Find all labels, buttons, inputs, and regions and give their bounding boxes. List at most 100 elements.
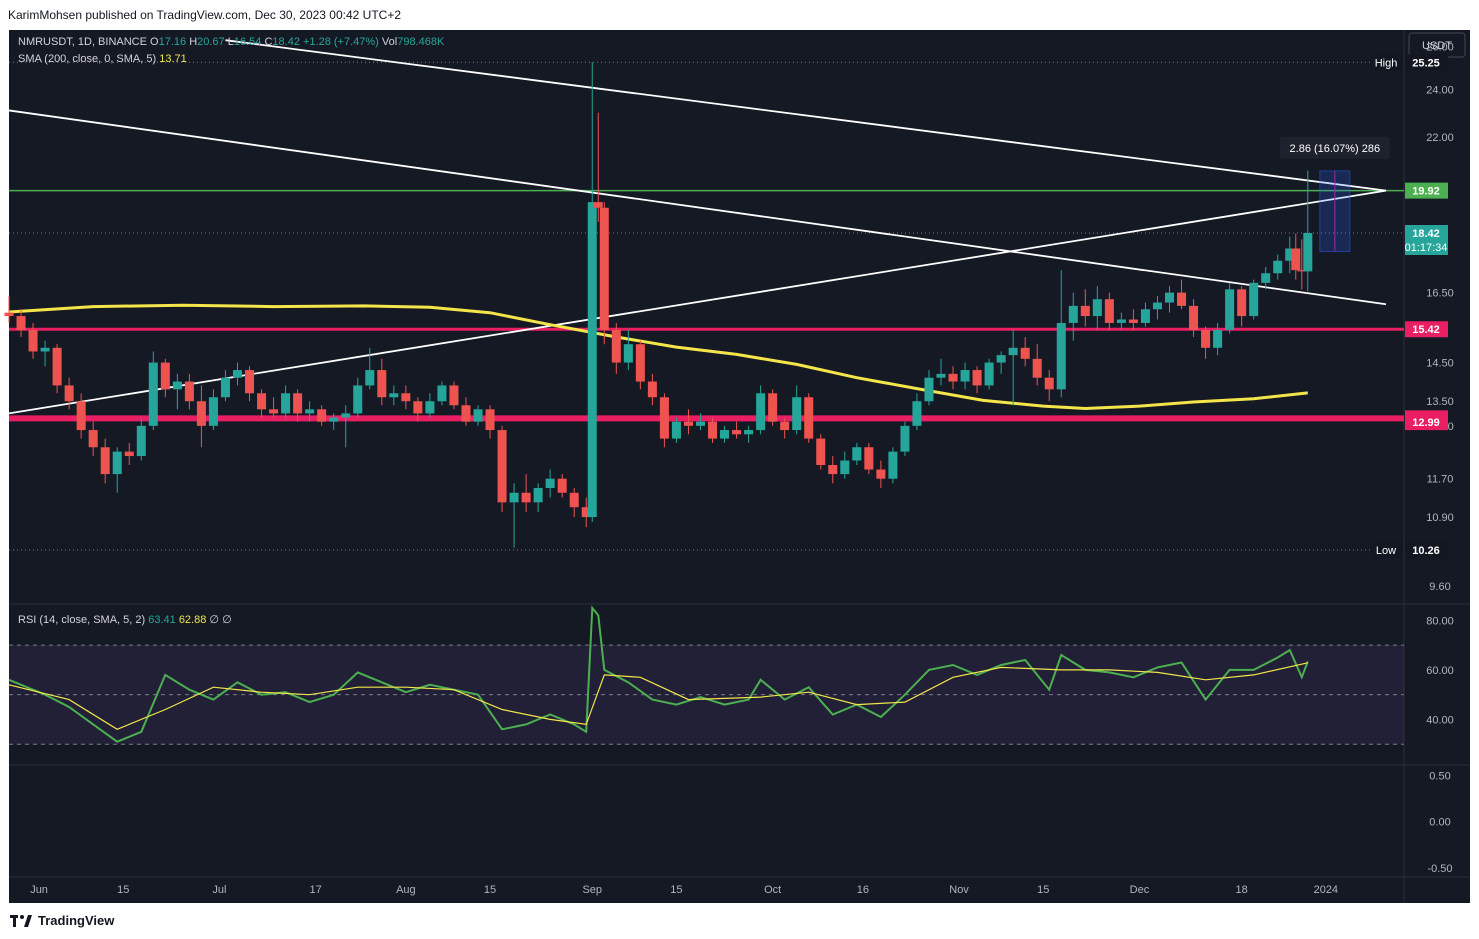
price-badge-value: 18.42	[1412, 228, 1440, 240]
candle-body	[245, 370, 255, 394]
candle-body	[804, 397, 814, 439]
rsi-sma-line	[8, 662, 1308, 730]
tradingview-brand: TradingView	[38, 913, 115, 928]
time-tick-label: Sep	[582, 884, 602, 896]
candle-body	[4, 312, 14, 317]
candle-body	[888, 451, 898, 479]
candle-body	[647, 381, 657, 398]
candle-body	[732, 430, 742, 435]
chart-frame[interactable]	[9, 30, 1470, 903]
candle-body	[365, 370, 375, 386]
candle-body	[1291, 248, 1301, 271]
candle-body	[437, 385, 447, 402]
candle-body	[257, 393, 267, 410]
price-badge-value: 12.99	[1412, 417, 1440, 429]
candle-body	[1104, 299, 1114, 323]
candle-body	[196, 401, 206, 426]
tradingview-logo[interactable]: TradingView	[10, 913, 114, 928]
candle-body	[623, 344, 633, 363]
price-badge-pink	[1405, 414, 1448, 431]
price-tick-label: 14.50	[1426, 358, 1454, 370]
third-pane-tick-label: -0.50	[1427, 863, 1452, 875]
candle-body	[220, 377, 230, 398]
time-tick-label: 15	[117, 884, 129, 896]
candle-body	[1189, 305, 1199, 330]
candle-body	[912, 401, 922, 426]
legend-open-label: O	[150, 36, 159, 48]
time-tick-label: 17	[310, 884, 322, 896]
legend-low: 16.54	[233, 36, 262, 48]
measure-label-box	[1279, 136, 1390, 159]
candle-body	[611, 329, 621, 363]
price-legend: NMRUSDT, 1D, BINANCE O17.16 H20.67 L16.5…	[18, 36, 444, 48]
publisher-text: KarimMohsen published on TradingView.com…	[8, 8, 402, 22]
candle-body	[1249, 282, 1259, 317]
time-tick-label: 15	[1037, 884, 1049, 896]
time-tick-label: 18	[1236, 884, 1248, 896]
candle-body	[124, 451, 134, 457]
candle-body	[828, 465, 838, 475]
sma-value: 13.71	[159, 53, 187, 65]
trendline-1[interactable]	[225, 39, 1387, 192]
price-badge-value: 19.92	[1412, 186, 1440, 198]
price-tick-label: 9.60	[1429, 581, 1450, 593]
measure-label: 2.86 (16.07%) 286	[1290, 143, 1381, 155]
candle-body	[599, 207, 609, 330]
rsi-extra-1: ∅	[209, 614, 219, 626]
price-badge-green	[1405, 182, 1448, 199]
legend-vol-label: Vol	[381, 36, 398, 48]
candle-body	[305, 409, 315, 414]
candle-body	[1273, 260, 1283, 274]
candle-body	[172, 381, 182, 390]
candle-body	[936, 373, 946, 378]
rsi-line	[8, 605, 1309, 743]
price-tick-label: 16.50	[1426, 288, 1454, 300]
candle-body	[184, 381, 194, 402]
candle-body	[720, 430, 730, 439]
candle-body	[16, 316, 26, 330]
price-tick-label: 22.00	[1426, 132, 1454, 144]
candle-body	[28, 329, 38, 352]
time-tick-label: 16	[857, 884, 869, 896]
publish-header: KarimMohsen published on TradingView.com…	[0, 0, 1479, 30]
candle-body	[1152, 302, 1162, 310]
rsi-value: 63.41	[148, 614, 176, 626]
candle-body	[569, 492, 579, 508]
legend-symbol: NMRUSDT, 1D, BINANCE	[18, 36, 147, 48]
candle-body	[1116, 319, 1126, 323]
candle-body	[545, 478, 555, 489]
candle-body	[1128, 319, 1138, 323]
candle-body	[1225, 289, 1235, 330]
candle-body	[744, 430, 754, 435]
candle-body	[485, 409, 495, 431]
candle-body	[557, 478, 567, 493]
legend-close: 18.42	[272, 36, 300, 48]
candle-body	[581, 507, 591, 518]
trendline-2[interactable]	[8, 109, 1387, 306]
candle-body	[756, 393, 766, 431]
legend-low-label: L	[227, 36, 234, 48]
candle-body	[984, 362, 994, 386]
rsi-label: RSI (14, close, SMA, 5, 2)	[18, 614, 146, 626]
price-badge-tag-label: High	[1375, 57, 1398, 69]
candle-body	[293, 393, 303, 414]
candle-body	[1032, 358, 1042, 378]
time-tick-label: Jul	[212, 884, 226, 896]
candle-body	[948, 373, 958, 382]
candle-body	[924, 377, 934, 402]
candle-body	[389, 393, 399, 398]
candle-body	[671, 421, 681, 439]
candle-body	[76, 401, 86, 431]
candle-body	[329, 417, 339, 422]
candle-body	[1092, 299, 1102, 317]
candle-body	[533, 488, 543, 503]
candle-body	[461, 405, 471, 422]
candle-body	[1044, 377, 1054, 390]
price-tick-label: 26.00	[1426, 41, 1454, 53]
candle-body	[148, 362, 158, 426]
price-badge-value: 25.25	[1412, 57, 1440, 69]
rsi-legend: RSI (14, close, SMA, 5, 2) 63.41 62.88 ∅…	[18, 613, 232, 626]
candle-body	[160, 362, 170, 390]
rsi-tick-label: 60.00	[1426, 665, 1454, 677]
